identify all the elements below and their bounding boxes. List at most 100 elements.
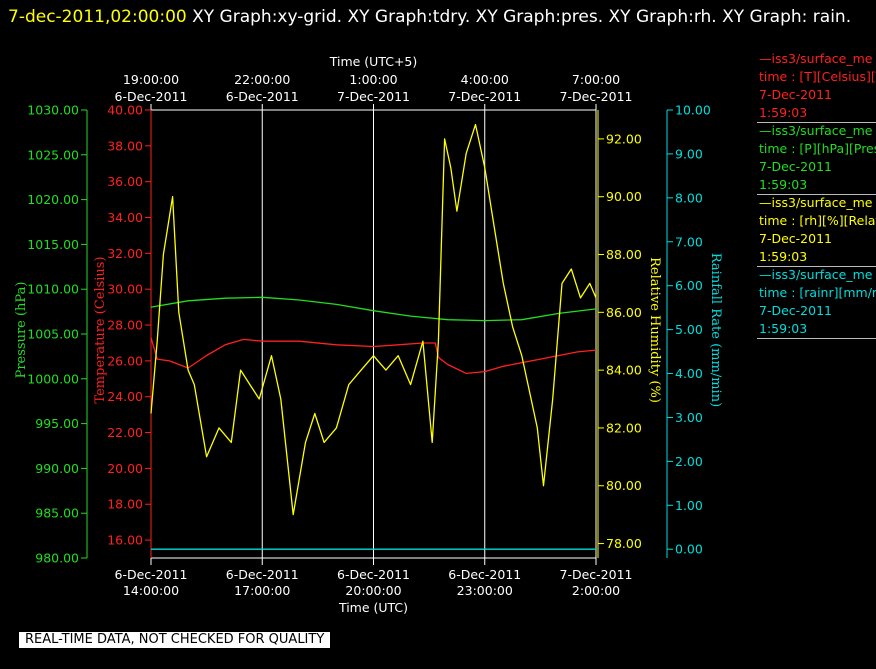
top-tick-label-time: 1:00:00	[349, 72, 397, 87]
y-axis-label-temperature: Temperature (Celsius)	[93, 256, 108, 403]
y-tick-label-humidity: 78.00	[606, 536, 642, 551]
legend-line: 1:59:03	[759, 177, 808, 192]
x-tick-label-time: 2:00:00	[572, 583, 620, 598]
y-tick-label-temperature: 20.00	[107, 461, 143, 476]
quality-banner: REAL-TIME DATA, NOT CHECKED FOR QUALITY	[19, 632, 331, 648]
y-tick-label-humidity: 80.00	[606, 478, 642, 493]
legend-line: 1:59:03	[759, 321, 808, 336]
y-tick-label-temperature: 40.00	[107, 103, 143, 118]
y-tick-label-temperature: 22.00	[107, 425, 143, 440]
y-tick-label-temperature: 16.00	[107, 533, 143, 548]
x-tick-label-time: 20:00:00	[345, 583, 401, 598]
y-axis-label-humidity: Relative Humidity (%)	[647, 257, 662, 403]
y-tick-label-humidity: 86.00	[606, 305, 642, 320]
top-tick-label-date: 7-Dec-2011	[337, 89, 410, 104]
y-tick-label-rain: 2.00	[675, 454, 703, 469]
y-tick-label-temperature: 32.00	[107, 246, 143, 261]
y-tick-label-pressure: 1025.00	[27, 147, 79, 162]
y-tick-label-rain: 9.00	[675, 146, 703, 161]
y-tick-label-temperature: 34.00	[107, 210, 143, 225]
series-temperature	[150, 337, 597, 375]
x-axis-label: Time (UTC)	[338, 600, 408, 615]
legend-line: —iss3/surface_me	[759, 51, 873, 66]
y-tick-label-rain: 4.00	[675, 366, 703, 381]
top-axis-label: Time (UTC+5)	[329, 54, 418, 69]
y-tick-label-pressure: 1005.00	[27, 327, 79, 342]
legend-line: 7-Dec-2011	[759, 231, 832, 246]
legend-line: —iss3/surface_me	[759, 267, 873, 282]
y-tick-label-humidity: 92.00	[606, 131, 642, 146]
y-tick-label-rain: 1.00	[675, 498, 703, 513]
y-tick-label-temperature: 36.00	[107, 174, 143, 189]
y-tick-label-pressure: 1000.00	[27, 371, 79, 386]
y-tick-label-temperature: 18.00	[107, 497, 143, 512]
y-tick-label-rain: 6.00	[675, 278, 703, 293]
legend-line: —iss3/surface_me	[759, 123, 873, 138]
y-tick-label-pressure: 1015.00	[27, 237, 79, 252]
y-tick-label-temperature: 30.00	[107, 282, 143, 297]
y-tick-label-pressure: 1020.00	[27, 192, 79, 207]
series-humidity	[150, 123, 597, 516]
chart-title: 7-dec-2011,02:00:00 XY Graph:xy-grid. XY…	[8, 2, 868, 32]
y-tick-label-temperature: 24.00	[107, 389, 143, 404]
y-tick-label-temperature: 38.00	[107, 138, 143, 153]
x-tick-label-date: 7-Dec-2011	[560, 567, 633, 582]
legend-line: 7-Dec-2011	[759, 159, 832, 174]
y-tick-label-rain: 10.00	[675, 103, 711, 118]
top-tick-label-time: 22:00:00	[234, 72, 290, 87]
y-tick-label-temperature: 26.00	[107, 353, 143, 368]
legend-line: time : [P][hPa][Press	[759, 141, 876, 156]
title-graphs: XY Graph:xy-grid. XY Graph:tdry. XY Grap…	[192, 7, 852, 27]
y-tick-label-humidity: 84.00	[606, 363, 642, 378]
legend-line: —iss3/surface_me	[759, 195, 873, 210]
x-tick-label-date: 6-Dec-2011	[226, 567, 299, 582]
y-tick-label-pressure: 980.00	[35, 551, 79, 566]
x-tick-label-date: 6-Dec-2011	[337, 567, 410, 582]
y-tick-label-pressure: 985.00	[35, 506, 79, 521]
top-tick-label-date: 7-Dec-2011	[560, 89, 633, 104]
x-tick-label-date: 6-Dec-2011	[448, 567, 521, 582]
y-tick-label-rain: 7.00	[675, 234, 703, 249]
y-tick-label-rain: 5.00	[675, 322, 703, 337]
legend-line: 1:59:03	[759, 105, 808, 120]
y-tick-label-temperature: 28.00	[107, 318, 143, 333]
y-tick-label-humidity: 82.00	[606, 420, 642, 435]
top-tick-label-date: 6-Dec-2011	[226, 89, 299, 104]
legend-line: 7-Dec-2011	[759, 87, 832, 102]
y-tick-label-humidity: 90.00	[606, 189, 642, 204]
x-tick-label-date: 6-Dec-2011	[115, 567, 188, 582]
y-tick-label-rain: 3.00	[675, 410, 703, 425]
legend-line: 1:59:03	[759, 249, 808, 264]
top-tick-label-time: 4:00:00	[461, 72, 509, 87]
top-tick-label-time: 19:00:00	[123, 72, 179, 87]
legend-line: time : [rainr][mm/mi	[759, 285, 876, 300]
title-time: 7-dec-2011,02:00:00	[8, 7, 187, 27]
x-tick-label-time: 23:00:00	[457, 583, 513, 598]
y-axis-label-pressure: Pressure (hPa)	[14, 282, 29, 379]
top-tick-label-date: 7-Dec-2011	[448, 89, 521, 104]
y-tick-label-pressure: 1030.00	[27, 103, 79, 118]
legend-line: time : [rh][%][Relati	[759, 213, 876, 228]
y-tick-label-pressure: 1010.00	[27, 282, 79, 297]
legend-line: 7-Dec-2011	[759, 303, 832, 318]
series-pressure	[150, 296, 597, 322]
top-tick-label-date: 6-Dec-2011	[115, 89, 188, 104]
x-tick-label-time: 14:00:00	[123, 583, 179, 598]
top-tick-label-time: 7:00:00	[572, 72, 620, 87]
legend-line: time : [T][Celsius][T	[759, 69, 876, 84]
x-tick-label-time: 17:00:00	[234, 583, 290, 598]
y-tick-label-pressure: 990.00	[35, 461, 79, 476]
y-tick-label-humidity: 88.00	[606, 247, 642, 262]
y-axis-label-rain: Rainfall Rate (mm/min)	[708, 253, 723, 407]
y-tick-label-rain: 0.00	[675, 542, 703, 557]
y-tick-label-pressure: 995.00	[35, 416, 79, 431]
